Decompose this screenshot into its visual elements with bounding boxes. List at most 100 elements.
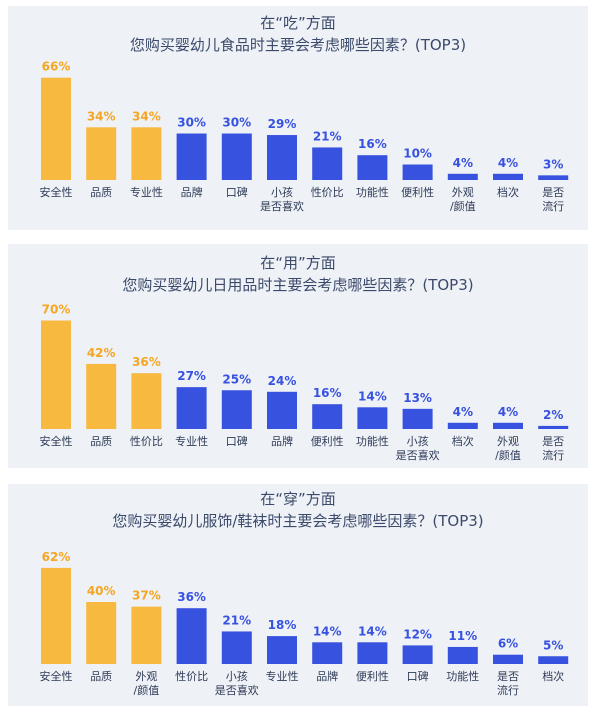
value-label: 36%	[177, 590, 206, 604]
bar-11	[538, 175, 569, 180]
bar-1	[86, 363, 117, 429]
bar-5	[267, 391, 297, 429]
chart-subtitle: 您购买婴幼儿服饰/鞋袜时主要会考虑哪些因素？(TOP3)	[112, 512, 484, 530]
category-label: 性价比	[130, 434, 163, 448]
bar-5	[267, 135, 297, 180]
bar-0	[41, 567, 71, 664]
value-label: 18%	[268, 618, 297, 632]
category-label: 品质	[90, 670, 112, 683]
value-label: 13%	[403, 391, 432, 405]
bar-10	[493, 173, 523, 180]
category-label: 功能性	[356, 434, 389, 448]
chart-subtitle: 您购买婴幼儿食品时主要会考虑哪些因素？(TOP3)	[129, 36, 467, 54]
value-label: 70%	[42, 303, 71, 317]
category-label: 是否流行	[497, 670, 519, 697]
bar-9	[447, 422, 478, 429]
bar-1	[86, 602, 117, 664]
category-label: 专业性	[130, 185, 163, 199]
category-label: 口碑	[407, 670, 429, 683]
value-label: 16%	[358, 137, 387, 151]
category-label: 专业性	[175, 434, 208, 448]
bar-8	[402, 645, 433, 664]
category-label: 专业性	[266, 669, 299, 683]
category-label: 便利性	[311, 434, 344, 448]
bar-11	[538, 425, 569, 429]
category-label: 安全性	[40, 669, 73, 683]
category-label: 档次	[542, 669, 564, 683]
bar-chart-eat: 66% 安全性 34% 品质 34% 专业性 30% 品牌 30% 口碑 29% 小孩是否喜欢 21% 性…	[40, 60, 569, 213]
value-label: 66%	[42, 60, 71, 74]
value-label: 27%	[177, 369, 206, 383]
value-label: 30%	[222, 116, 251, 130]
value-label: 30%	[177, 116, 206, 130]
value-label: 21%	[222, 613, 251, 627]
category-label: 是否流行	[542, 186, 564, 213]
chart-panel-wear: 在“穿”方面 您购买婴幼儿服饰/鞋袜时主要会考虑哪些因素？(TOP3) 62% 安…	[8, 484, 588, 706]
category-label: 是否流行	[542, 435, 564, 462]
value-label: 62%	[42, 550, 71, 564]
value-label: 12%	[403, 627, 432, 641]
category-label: 小孩是否喜欢	[260, 186, 304, 213]
category-label: 便利性	[401, 185, 434, 199]
bar-0	[41, 77, 71, 180]
bar-11	[538, 656, 569, 664]
bar-3	[176, 133, 207, 180]
category-label: 外观/颜值	[495, 435, 521, 462]
bar-7	[357, 642, 388, 664]
category-label: 档次	[497, 185, 519, 199]
value-label: 11%	[448, 629, 477, 643]
bar-5	[267, 636, 297, 664]
category-label: 性价比	[175, 669, 208, 683]
bar-1	[86, 127, 117, 180]
value-label: 4%	[453, 156, 473, 170]
bar-7	[357, 407, 388, 429]
value-label: 29%	[268, 117, 297, 131]
chart-title: 在“吃”方面	[260, 14, 336, 32]
value-label: 36%	[132, 355, 161, 369]
value-label: 25%	[222, 372, 251, 386]
bar-chart-use: 70% 安全性 42% 品质 36% 性价比 27% 专业性 25% 口碑 24% 品牌 16% 便利性 1…	[40, 303, 569, 462]
bar-4	[221, 631, 252, 664]
bar-8	[402, 408, 433, 429]
chart-subtitle: 您购买婴幼儿日用品时主要会考虑哪些因素？(TOP3)	[122, 276, 474, 294]
bar-6	[312, 147, 343, 180]
bar-6	[312, 642, 343, 664]
bar-4	[221, 390, 252, 429]
bar-3	[176, 608, 207, 664]
bar-chart-wear: 62% 安全性 40% 品质 37% 外观/颜值 36% 性价比 21% 小孩是否喜欢 18% 专业性…	[40, 550, 569, 697]
value-label: 6%	[498, 637, 518, 651]
category-label: 安全性	[40, 434, 73, 448]
bar-6	[312, 404, 343, 429]
bar-9	[447, 646, 478, 664]
value-label: 5%	[543, 638, 563, 652]
bar-9	[447, 173, 478, 180]
category-label: 口碑	[226, 186, 248, 199]
bar-2	[131, 127, 162, 180]
bar-10	[493, 654, 523, 664]
chart-title: 在“用”方面	[260, 254, 336, 272]
value-label: 14%	[358, 624, 387, 638]
value-label: 34%	[87, 109, 116, 123]
bar-2	[131, 373, 162, 429]
bar-8	[402, 164, 433, 180]
bar-10	[493, 422, 523, 429]
chart-panel-use: 在“用”方面 您购买婴幼儿日用品时主要会考虑哪些因素？(TOP3) 70% 安全性…	[8, 244, 588, 468]
value-label: 16%	[313, 386, 342, 400]
value-label: 14%	[313, 624, 342, 638]
value-label: 37%	[132, 589, 161, 603]
value-label: 4%	[498, 405, 518, 419]
category-label: 小孩是否喜欢	[396, 435, 440, 462]
value-label: 42%	[87, 346, 116, 360]
category-label: 品质	[90, 186, 112, 199]
value-label: 14%	[358, 389, 387, 403]
bar-2	[131, 606, 162, 664]
value-label: 34%	[132, 109, 161, 123]
category-label: 小孩是否喜欢	[215, 670, 259, 697]
category-label: 品质	[90, 435, 112, 448]
value-label: 21%	[313, 129, 342, 143]
category-label: 功能性	[356, 185, 389, 199]
category-label: 功能性	[446, 669, 479, 683]
category-label: 品牌	[271, 434, 293, 448]
category-label: 外观/颜值	[134, 670, 160, 697]
category-label: 性价比	[311, 185, 344, 199]
